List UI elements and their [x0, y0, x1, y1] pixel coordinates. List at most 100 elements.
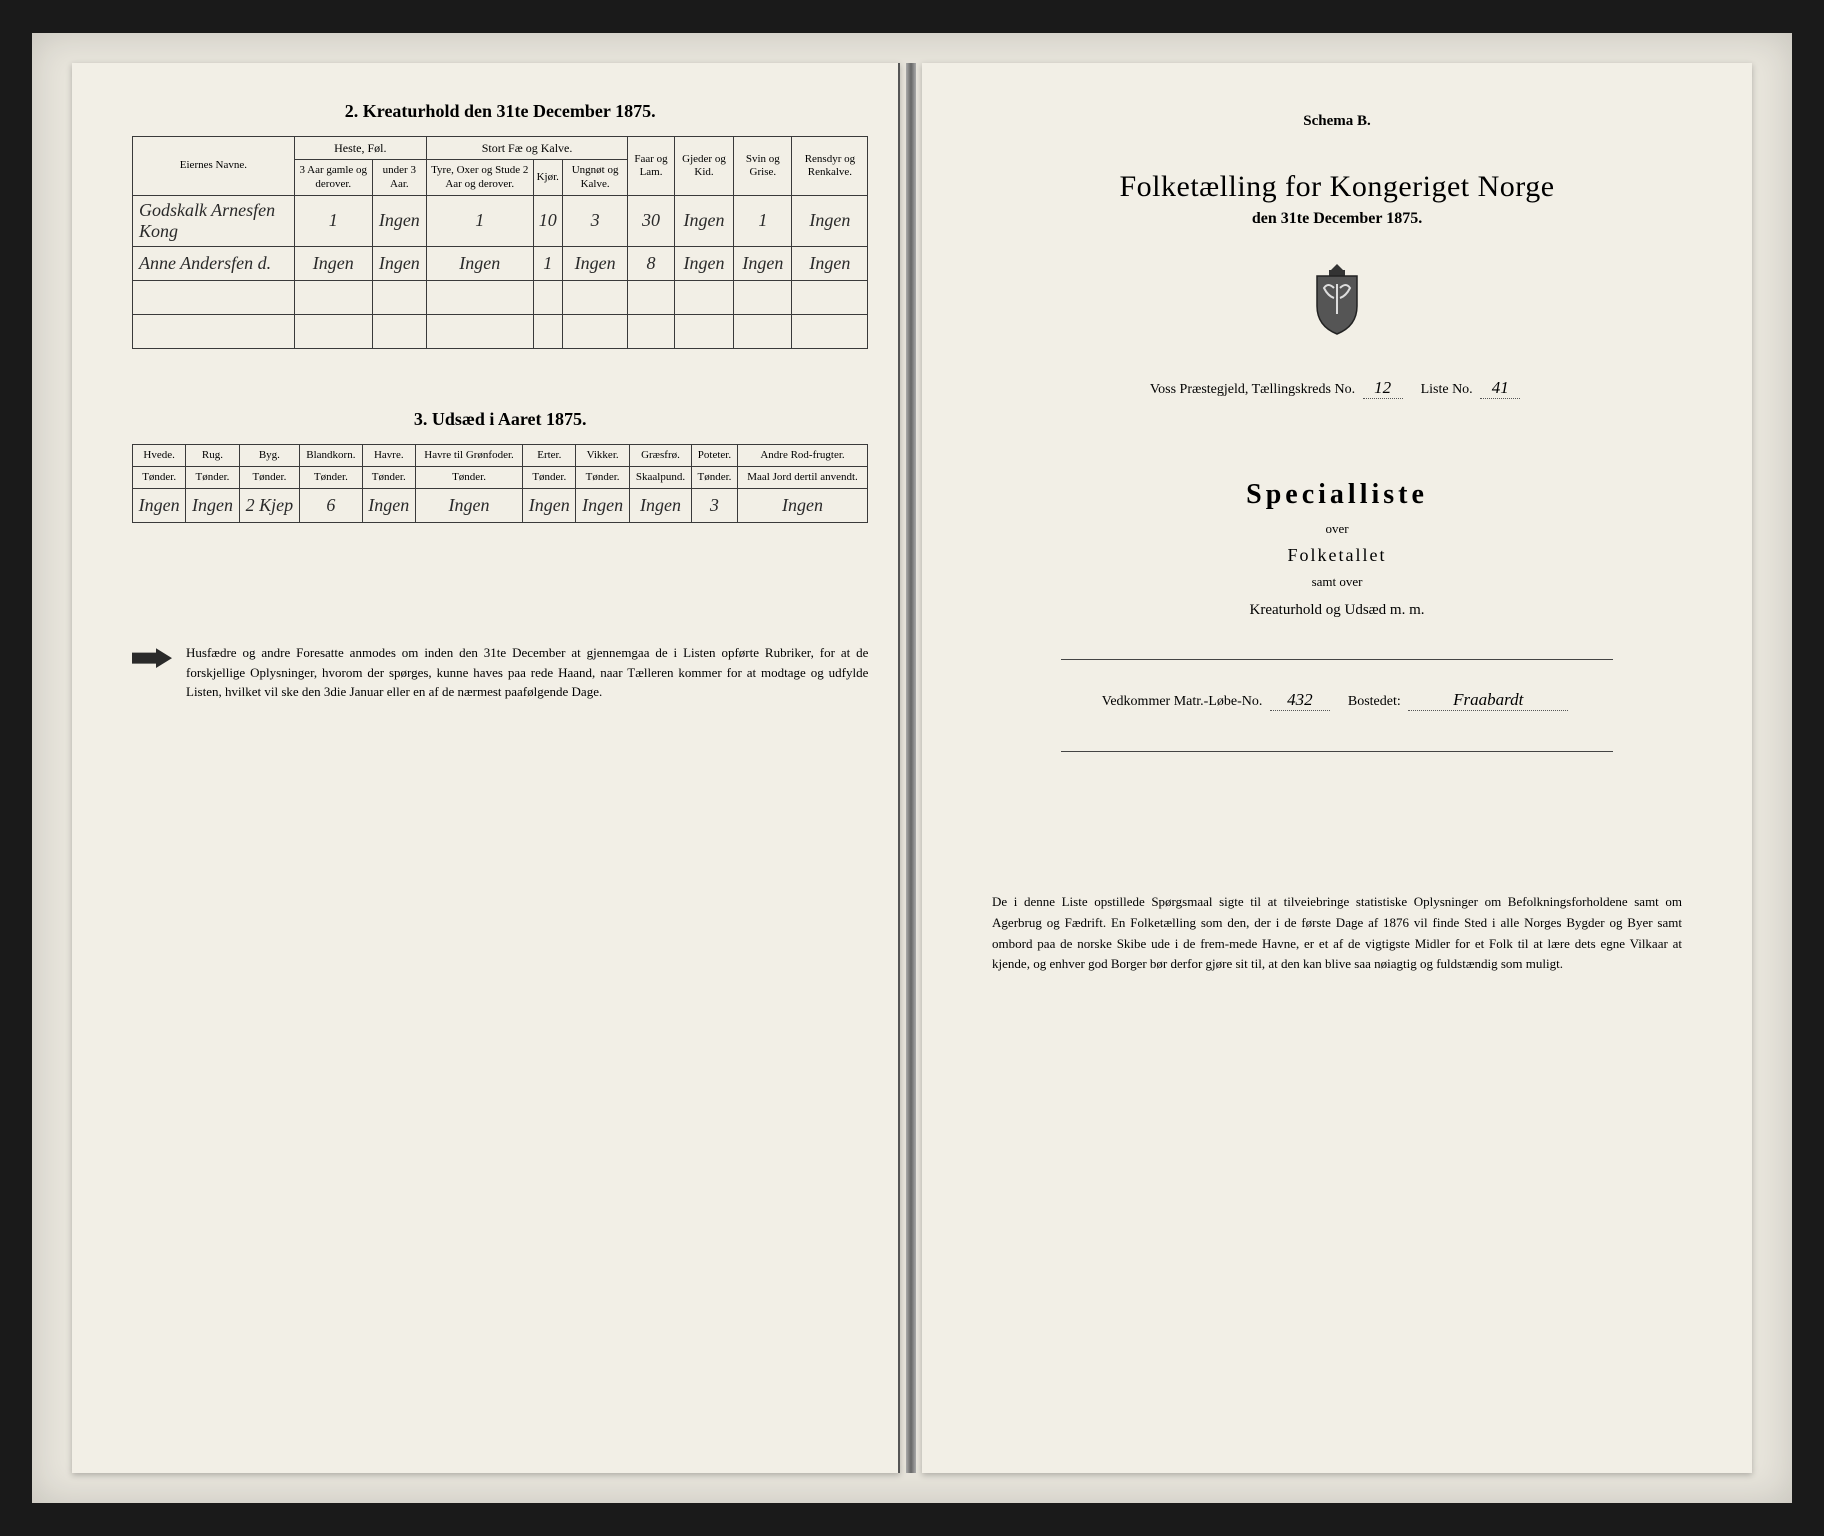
bottom-paragraph: De i denne Liste opstillede Spørgsmaal s…: [992, 892, 1682, 975]
cell: 1: [426, 195, 533, 246]
instructions-block: Husfædre og andre Foresatte anmodes om i…: [132, 643, 868, 702]
owner-cell: Anne Andersfen d.: [133, 246, 295, 280]
cell: 6: [300, 489, 362, 523]
cell: 10: [533, 195, 562, 246]
owner-cell: Godskalk Arnesfen Kong: [133, 195, 295, 246]
schema-label: Schema B.: [992, 113, 1682, 130]
right-page: Schema B. Folketælling for Kongeriget No…: [922, 63, 1752, 1473]
unit: Tønder.: [239, 466, 300, 488]
cell: Ingen: [674, 246, 733, 280]
unit: Tønder.: [576, 466, 629, 488]
cell: Ingen: [362, 489, 415, 523]
col: Andre Rod-frugter.: [737, 444, 868, 466]
folketallet-label: Folketallet: [992, 545, 1682, 566]
col: Havre.: [362, 444, 415, 466]
unit: Skaalpund.: [629, 466, 691, 488]
kreds-no-value: 12: [1363, 378, 1403, 399]
cell: Ingen: [674, 195, 733, 246]
left-page: 2. Kreaturhold den 31te December 1875. E…: [72, 63, 900, 1473]
cell: Ingen: [372, 246, 426, 280]
cell: 30: [628, 195, 675, 246]
col: Hvede.: [133, 444, 186, 466]
parish-line: Voss Præstegjeld, Tællingskreds No. 12 L…: [992, 378, 1682, 399]
coat-of-arms-icon: [1302, 258, 1372, 338]
cell: Ingen: [734, 246, 792, 280]
parish-label: Voss Præstegjeld, Tællingskreds No.: [1150, 382, 1355, 397]
unit: Tønder.: [186, 466, 239, 488]
cell: Ingen: [576, 489, 629, 523]
cell: Ingen: [562, 246, 627, 280]
section3-title: 3. Udsæd i Aaret 1875.: [132, 409, 868, 430]
unit: Tønder.: [523, 466, 576, 488]
cell: 1: [734, 195, 792, 246]
col: Vikker.: [576, 444, 629, 466]
cell: Ingen: [186, 489, 239, 523]
col-group-horses: Heste, Føl.: [294, 137, 426, 160]
unit: Tønder.: [300, 466, 362, 488]
col-owners: Eiernes Navne.: [133, 137, 295, 196]
table-row: [133, 280, 868, 314]
col: Græsfrø.: [629, 444, 691, 466]
livestock-table: Eiernes Navne. Heste, Føl. Stort Fæ og K…: [132, 136, 868, 349]
unit: Maal Jord dertil anvendt.: [737, 466, 868, 488]
col: Poteter.: [692, 444, 737, 466]
col-horses-young: under 3 Aar.: [372, 160, 426, 195]
table-row: Godskalk Arnesfen Kong 1 Ingen 1 10 3 30…: [133, 195, 868, 246]
cell: Ingen: [792, 195, 868, 246]
main-subtitle: den 31te December 1875.: [992, 210, 1682, 228]
table-row: [133, 314, 868, 348]
cell: Ingen: [133, 489, 186, 523]
divider: [1061, 751, 1613, 752]
col: Byg.: [239, 444, 300, 466]
cell: Ingen: [792, 246, 868, 280]
cell: 3: [692, 489, 737, 523]
divider: [1061, 659, 1613, 660]
col: Blandkorn.: [300, 444, 362, 466]
col-reindeer: Rensdyr og Renkalve.: [792, 137, 868, 196]
col-cattle-young: Ungnøt og Kalve.: [562, 160, 627, 195]
cell: 1: [294, 195, 372, 246]
cell: 1: [533, 246, 562, 280]
book-spine: [906, 63, 916, 1473]
cell: 2 Kjep: [239, 489, 300, 523]
col-goats: Gjeder og Kid.: [674, 137, 733, 196]
unit: Tønder.: [692, 466, 737, 488]
matr-line: Vedkommer Matr.-Løbe-No. 432 Bostedet: F…: [992, 690, 1682, 711]
bosted-label: Bostedet:: [1348, 694, 1401, 709]
matr-label: Vedkommer Matr.-Løbe-No.: [1102, 694, 1263, 709]
unit: Tønder.: [133, 466, 186, 488]
col-group-cattle: Stort Fæ og Kalve.: [426, 137, 627, 160]
table-row: Anne Andersfen d. Ingen Ingen Ingen 1 In…: [133, 246, 868, 280]
table-row: Ingen Ingen 2 Kjep 6 Ingen Ingen Ingen I…: [133, 489, 868, 523]
col-sheep: Faar og Lam.: [628, 137, 675, 196]
col: Rug.: [186, 444, 239, 466]
cell: Ingen: [294, 246, 372, 280]
pointing-hand-icon: [132, 647, 172, 669]
over-label: over: [992, 521, 1682, 537]
liste-label: Liste No.: [1421, 382, 1473, 397]
col: Erter.: [523, 444, 576, 466]
bosted-value: Fraabardt: [1408, 690, 1568, 711]
cell: Ingen: [737, 489, 868, 523]
instructions-text: Husfædre og andre Foresatte anmodes om i…: [186, 643, 868, 702]
cell: 3: [562, 195, 627, 246]
col-cattle-cow: Kjør.: [533, 160, 562, 195]
col-horses-old: 3 Aar gamle og derover.: [294, 160, 372, 195]
liste-no-value: 41: [1480, 378, 1520, 399]
col-cattle-bull: Tyre, Oxer og Stude 2 Aar og derover.: [426, 160, 533, 195]
cell: Ingen: [629, 489, 691, 523]
matr-no-value: 432: [1270, 690, 1330, 711]
main-title: Folketælling for Kongeriget Norge: [992, 170, 1682, 204]
cell: Ingen: [415, 489, 522, 523]
sowing-table: Hvede. Rug. Byg. Blandkorn. Havre. Havre…: [132, 444, 868, 523]
section2-title: 2. Kreaturhold den 31te December 1875.: [132, 101, 868, 122]
cell: Ingen: [523, 489, 576, 523]
scan-frame: 2. Kreaturhold den 31te December 1875. E…: [32, 33, 1792, 1503]
book-spread: 2. Kreaturhold den 31te December 1875. E…: [32, 33, 1792, 1503]
unit: Tønder.: [415, 466, 522, 488]
kreatur-label: Kreaturhold og Udsæd m. m.: [992, 602, 1682, 619]
cell: Ingen: [426, 246, 533, 280]
specialliste-title: Specialliste: [992, 479, 1682, 511]
col-pigs: Svin og Grise.: [734, 137, 792, 196]
samt-label: samt over: [992, 574, 1682, 590]
